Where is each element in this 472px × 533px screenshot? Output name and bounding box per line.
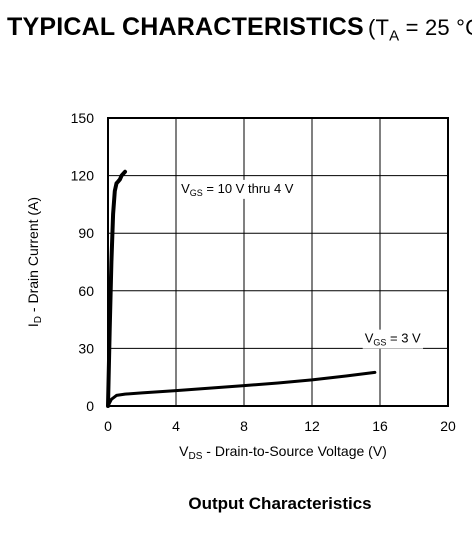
x-tick-label: 0 (104, 418, 112, 434)
y-axis-label-main: I (25, 323, 41, 327)
y-tick-label: 150 (71, 110, 95, 126)
condition-open: (T (367, 15, 390, 40)
header-condition: (TA = 25 °C (367, 15, 472, 44)
y-tick-label: 90 (78, 225, 94, 241)
x-tick-label: 8 (240, 418, 248, 434)
series-label-2: VGS = 3 V (365, 331, 421, 348)
y-tick-label: 30 (78, 340, 94, 356)
y-axis-label: ID - Drain Current (A) (25, 197, 44, 327)
series-layer (106, 169, 377, 408)
condition-rest: = 25 °C (405, 15, 472, 40)
series-label-background (362, 329, 424, 349)
y-tick-label: 0 (86, 398, 94, 414)
x-tick-label: 16 (372, 418, 388, 434)
condition-sub: A (389, 27, 400, 45)
series-label-layer: VGS = 10 V thru 4 V VGS = 3 V (179, 179, 424, 349)
header-title: TYPICAL CHARACTERISTICS (7, 13, 364, 41)
series-line-1 (106, 169, 127, 408)
tick-label-layer: 0 4 8 12 16 20 0 30 60 90 120 150 (71, 110, 456, 434)
x-tick-label: 12 (304, 418, 320, 434)
plot-frame (107, 117, 449, 407)
series-label-1: VGS = 10 V thru 4 V (181, 181, 294, 198)
x-axis-label-sub: DS (189, 451, 203, 462)
x-axis-label: VDS - Drain-to-Source Voltage (V) (179, 443, 387, 462)
page-header: TYPICAL CHARACTERISTICS(TA = 25 °C (7, 13, 472, 44)
y-tick-label: 120 (71, 168, 95, 184)
series-line-2 (106, 370, 377, 408)
x-tick-label: 4 (172, 418, 180, 434)
y-axis-label-rest: - Drain Current (A) (25, 197, 41, 316)
y-tick-label: 60 (78, 283, 94, 299)
chart-caption: Output Characteristics (188, 494, 372, 513)
grid-layer (108, 118, 448, 406)
x-tick-label: 20 (440, 418, 456, 434)
x-axis-label-main: V (179, 443, 189, 459)
series-label-background (179, 179, 296, 199)
y-axis-label-sub: D (33, 316, 44, 323)
x-axis-label-rest: - Drain-to-Source Voltage (V) (202, 443, 386, 459)
